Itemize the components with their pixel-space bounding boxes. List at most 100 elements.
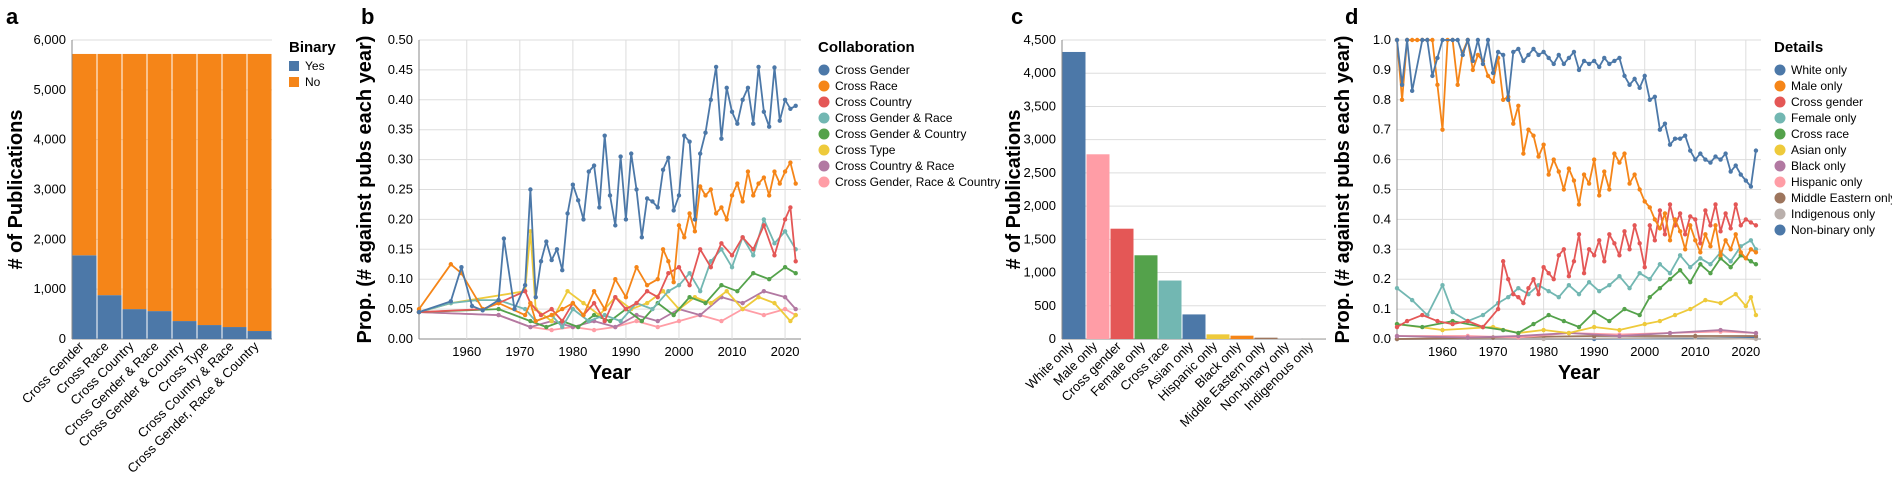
data-point-female-only [1688,265,1693,270]
data-point-cross-gender [1546,271,1551,276]
data-point-cross-gender [708,97,714,103]
data-point-cross-race [522,312,528,318]
data-point-male-only [1500,97,1506,103]
data-point-male-only [1526,127,1531,132]
data-point-cross-gender [682,133,687,138]
data-point-cross-country-race [655,318,660,324]
data-point-cross-gender [1495,306,1501,312]
data-point-cross-race [1576,324,1582,330]
data-point-white-only [1495,49,1501,55]
data-point-cross-gender [1708,223,1713,228]
data-point-male-only [1415,37,1420,43]
data-point-male-only [1607,187,1612,192]
legend-label-cross-gender: Cross gender [1791,95,1863,109]
panel-c-y-tick-label: 4,000 [1023,65,1056,80]
data-point-white-only [1703,157,1708,162]
bar-cross-country-no [122,53,147,310]
series-line-cross-race [1396,254,1757,334]
data-point-cross-gender [1536,291,1541,297]
panel-a-y-tick-label: 3,000 [33,182,66,197]
data-point-cross-race [591,288,597,294]
data-point-female-only [1607,282,1612,288]
data-point-female-only [1667,271,1673,276]
data-point-cross-gender [1394,324,1400,330]
panel-d-y-tick-label: 1.0 [1373,32,1391,47]
data-point-cross-gender [565,211,570,216]
data-point-male-only [1430,37,1435,43]
data-point-white-only [1581,58,1587,64]
data-point-cross-country [549,306,554,312]
data-point-cross-gender [602,133,607,138]
bar-cross-country-race-no [222,53,247,328]
bar-cross-type-yes [197,325,222,339]
data-point-white-only [1531,46,1536,52]
data-point-cross-gender [740,97,745,103]
data-point-white-only [1511,49,1516,55]
data-point-cross-gender-country [735,288,740,294]
data-point-male-only [1571,178,1577,183]
data-point-cross-gender [1506,277,1511,282]
data-point-white-only [1526,52,1531,58]
data-point-white-only [1743,178,1749,183]
data-point-cross-country-race [496,312,501,318]
data-point-female-only [1440,282,1445,288]
data-point-cross-gender [1597,238,1602,243]
panel-b-x-axis-title: Year [589,362,631,384]
data-point-male-only [1667,238,1673,243]
panel-c-y-tick-label: 2,000 [1023,198,1056,213]
data-point-male-only [1541,142,1546,147]
panel-d-x-tick-label: 2010 [1681,344,1710,359]
data-point-cross-gender [1682,232,1688,237]
data-point-cross-race [766,193,772,198]
data-point-black-only [1465,335,1470,340]
data-point-cross-gender [1642,265,1647,270]
legend-label-cross-country-race: Cross Country & Race [835,159,955,173]
data-point-cross-gender [448,299,454,304]
legend-swatch-middle-eastern-only [1774,192,1786,204]
panel-b-y-tick-label: 0.20 [388,211,413,226]
data-point-cross-race [549,312,554,318]
data-point-cross-race [602,306,607,312]
data-point-cross-gender [761,109,767,114]
data-point-male-only [1728,247,1733,252]
legend-label-white-only: White only [1791,63,1847,77]
data-point-white-only [1551,61,1556,67]
legend-label-cross-gender-race-country: Cross Gender, Race & Country [835,175,1000,189]
data-point-white-only [1541,49,1546,55]
panel-b-x-tick-label: 1960 [452,344,481,359]
data-point-female-only [1506,294,1511,300]
data-point-cross-race [613,277,618,282]
data-point-cross-country [655,294,660,300]
data-point-cross-gender [671,208,676,213]
data-point-male-only [1642,199,1647,204]
data-point-cross-gender-country [766,277,772,282]
data-point-cross-country [522,288,528,294]
data-point-cross-country [634,300,639,306]
data-point-cross-race [682,235,687,240]
legend-swatch-cross-race [818,80,830,92]
data-point-cross-gender-country [607,318,613,324]
data-point-male-only [1652,217,1658,222]
data-point-cross-gender [687,139,692,144]
data-point-middle-eastern-only [1693,333,1698,339]
data-point-cross-gender [1667,202,1673,207]
data-point-cross-gender [1561,247,1567,252]
data-point-indigenous-only [1541,336,1546,342]
data-point-asian-only [1688,306,1693,312]
data-point-cross-gender-race-country [719,318,724,324]
bar-cross-gender-race-country-no [247,53,272,332]
data-point-asian-only [1591,324,1597,330]
data-point-white-only [1617,55,1622,61]
data-point-cross-gender [1738,223,1743,228]
data-point-cross-race [793,181,798,186]
bar-cross-gender-no [72,53,97,256]
data-point-male-only [1627,181,1632,186]
panel-d-y-tick-label: 0.3 [1373,241,1391,256]
data-point-white-only [1490,70,1496,76]
data-point-cross-gender [581,217,586,222]
data-point-cross-race [671,279,676,285]
data-point-cross-type [793,312,798,318]
data-point-male-only [1703,232,1708,237]
data-point-white-only [1430,73,1435,79]
